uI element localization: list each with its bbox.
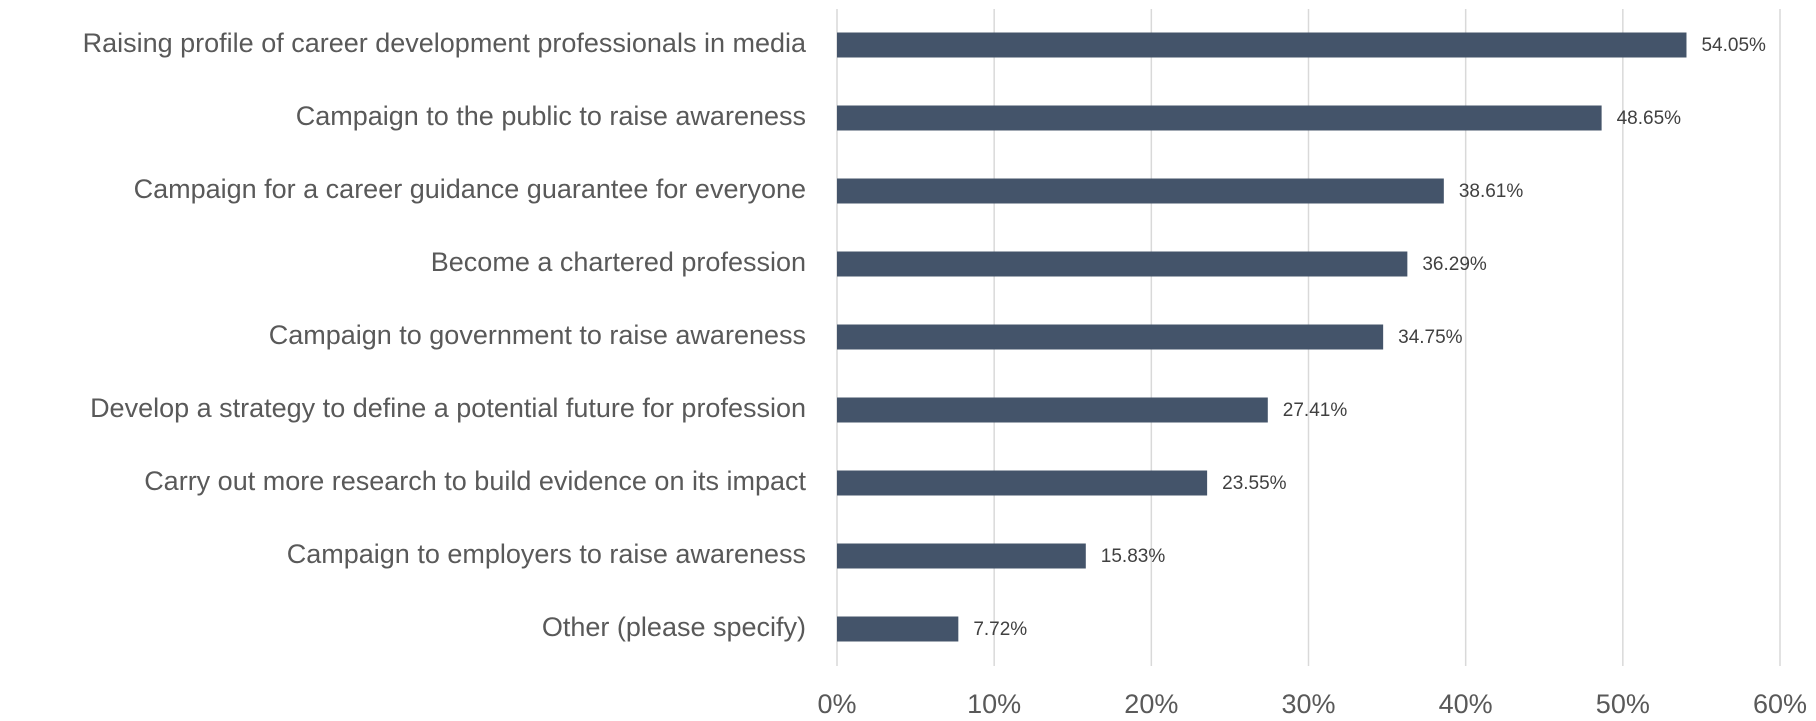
x-tick-label: 10% — [967, 689, 1021, 719]
data-label: 48.65% — [1617, 108, 1682, 129]
data-label: 36.29% — [1422, 254, 1487, 275]
data-label: 27.41% — [1283, 400, 1348, 421]
x-tick-label: 0% — [817, 689, 856, 719]
y-tick-label: Raising profile of career development pr… — [83, 28, 807, 58]
data-label: 23.55% — [1222, 473, 1287, 494]
bar — [837, 251, 1408, 277]
data-label: 34.75% — [1398, 327, 1463, 348]
bar — [837, 105, 1602, 131]
bar — [837, 32, 1687, 58]
y-tick-label: Campaign to the public to raise awarenes… — [296, 101, 806, 131]
y-tick-label: Other (please specify) — [542, 612, 806, 642]
data-label: 15.83% — [1101, 546, 1166, 567]
bar — [837, 470, 1208, 496]
y-tick-label: Campaign to employers to raise awareness — [287, 539, 806, 569]
x-tick-label: 20% — [1124, 689, 1178, 719]
x-tick-label: 60% — [1753, 689, 1807, 719]
y-tick-label: Develop a strategy to define a potential… — [90, 393, 806, 423]
data-label: 54.05% — [1701, 35, 1766, 56]
y-tick-label: Carry out more research to build evidenc… — [144, 466, 806, 496]
data-label: 7.72% — [973, 619, 1027, 640]
y-tick-label: Campaign for a career guidance guarantee… — [134, 174, 806, 204]
x-tick-label: 50% — [1596, 689, 1650, 719]
x-tick-label: 40% — [1439, 689, 1493, 719]
bar — [837, 543, 1086, 569]
data-label: 38.61% — [1459, 181, 1524, 202]
y-tick-label: Become a chartered profession — [431, 247, 806, 277]
bar — [837, 178, 1444, 204]
bar — [837, 397, 1268, 423]
y-tick-label: Campaign to government to raise awarenes… — [269, 320, 806, 350]
x-tick-label: 30% — [1281, 689, 1335, 719]
bar — [837, 616, 959, 642]
bar — [837, 324, 1384, 350]
